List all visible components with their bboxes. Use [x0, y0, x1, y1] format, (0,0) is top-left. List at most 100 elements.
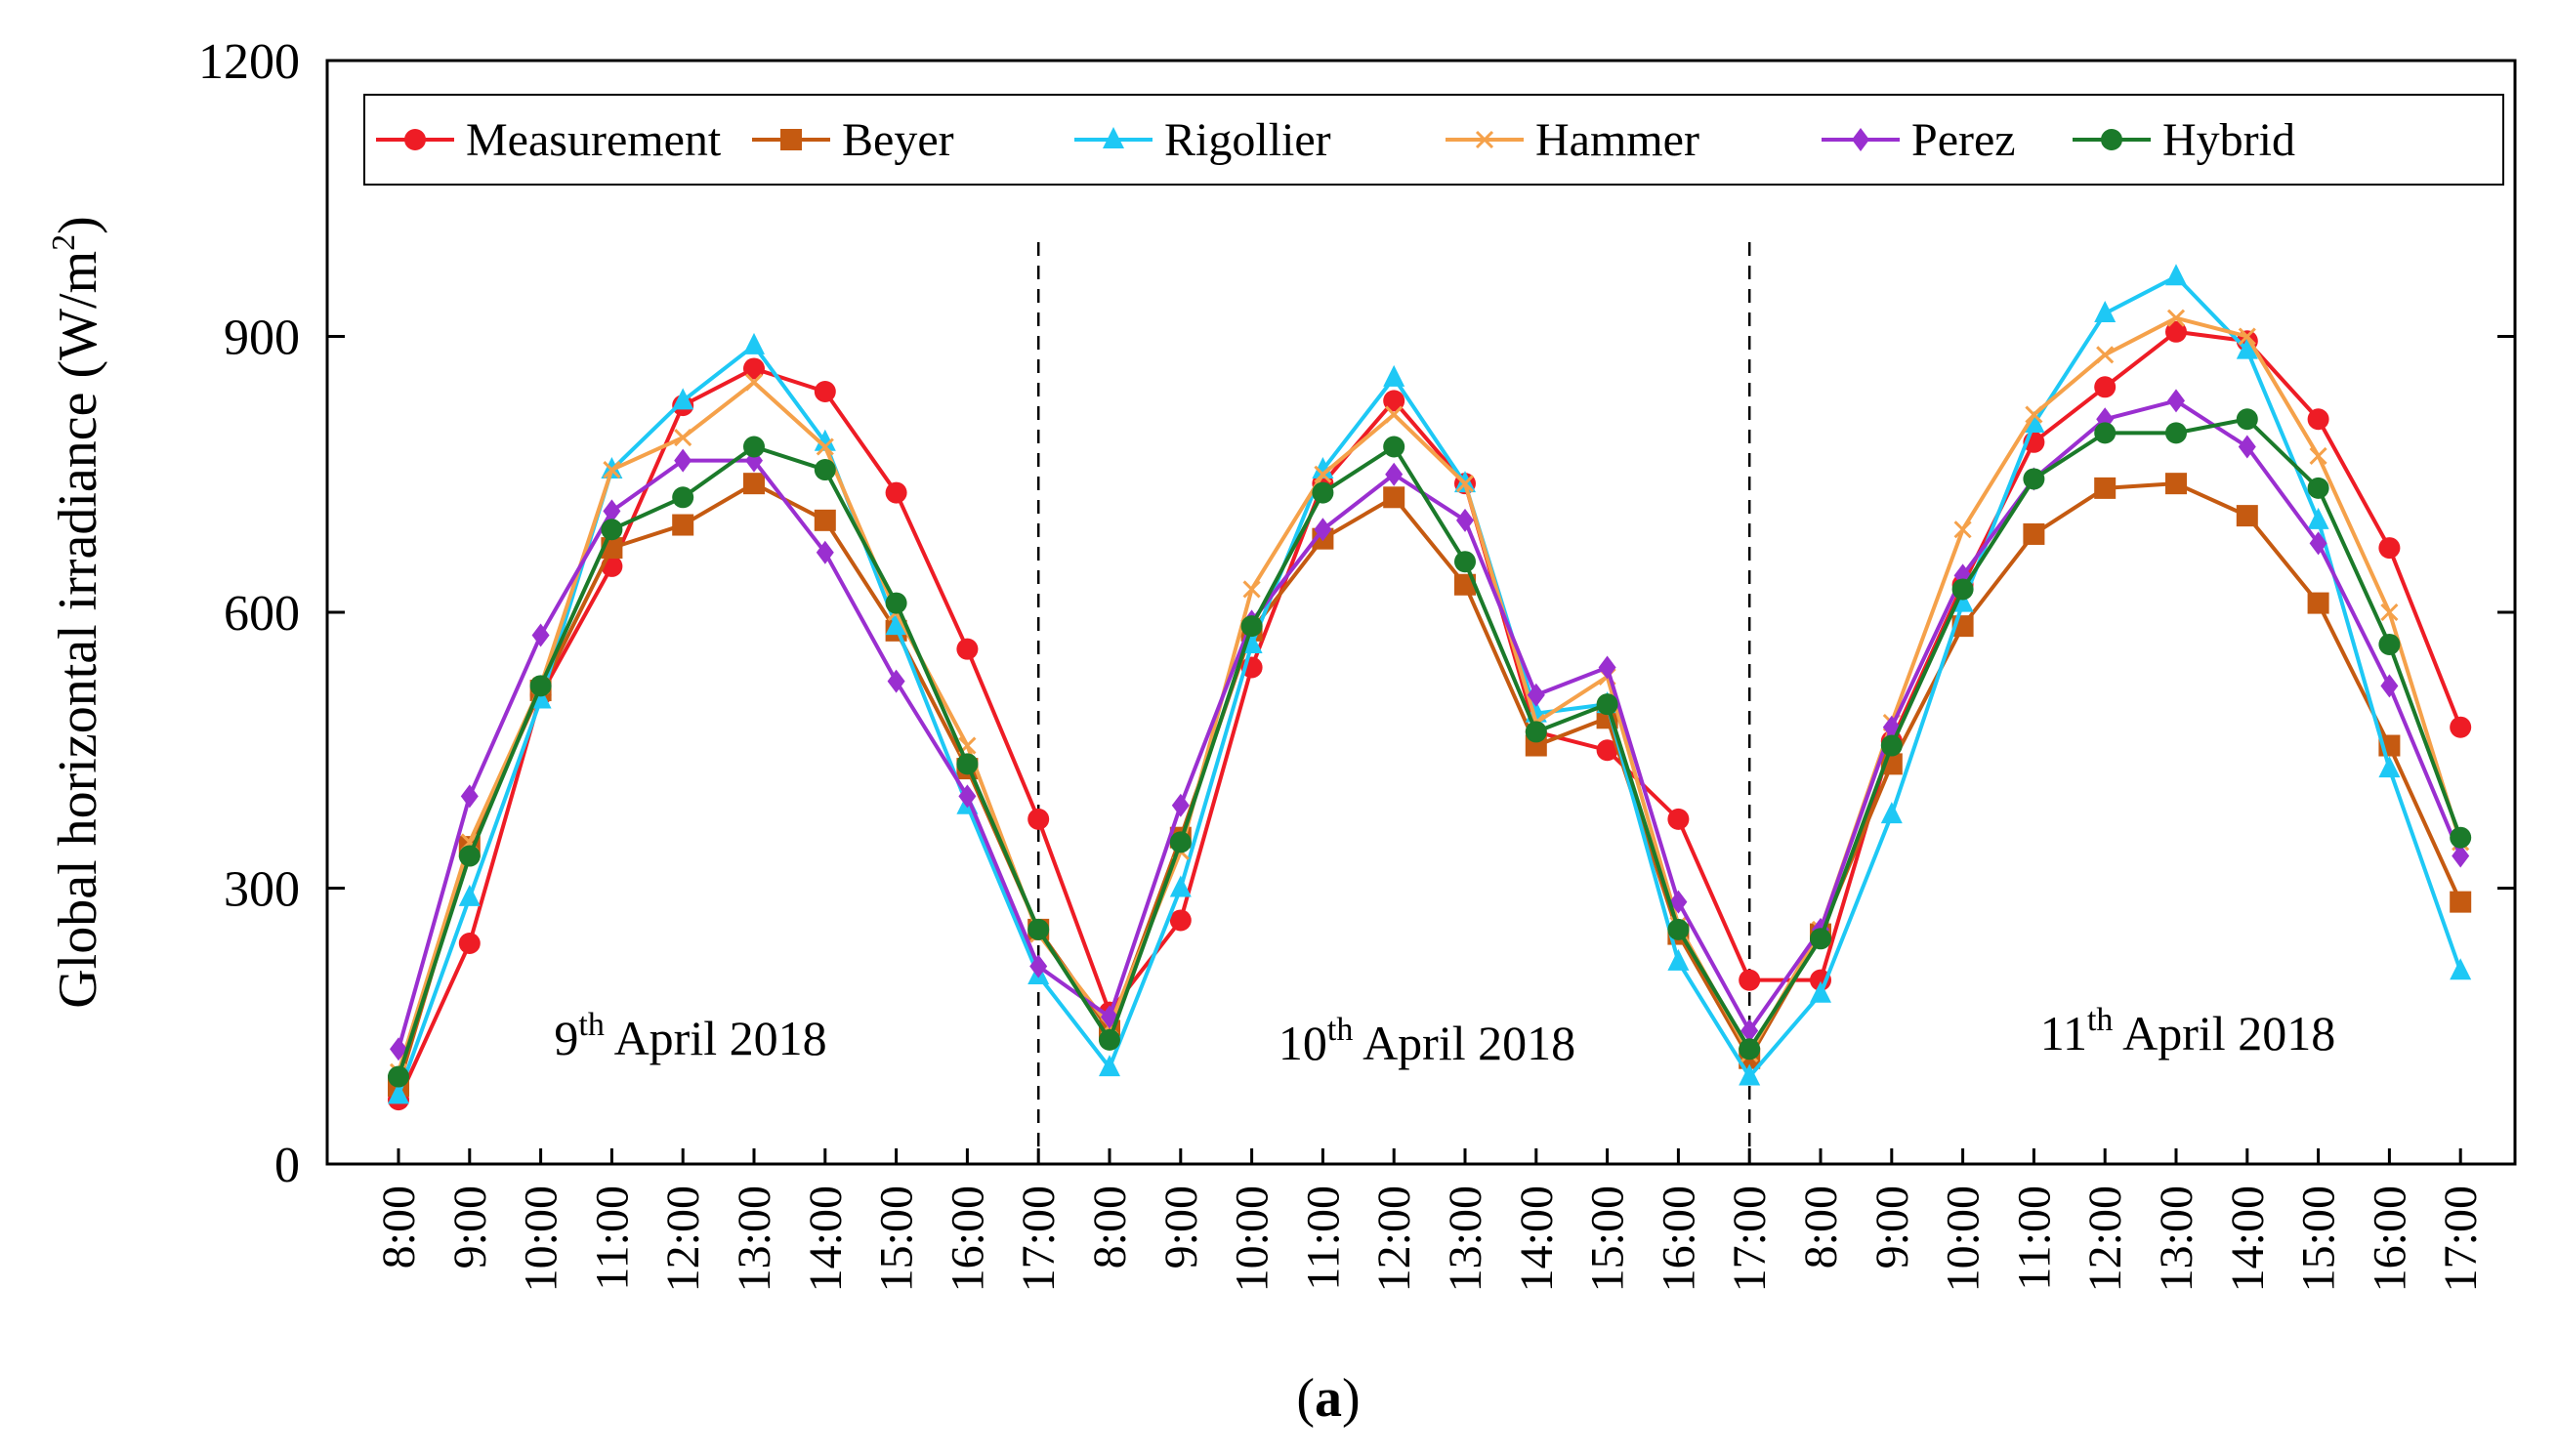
data-point-hybrid — [2236, 408, 2258, 431]
data-point-beyer — [2236, 505, 2258, 527]
series-line-perez — [397, 398, 2463, 1050]
data-point-rigollier — [2450, 958, 2472, 980]
legend-item-measurement: Measurement — [376, 114, 722, 166]
x-tick-label: 12:00 — [2079, 1186, 2131, 1292]
data-point-rigollier — [458, 884, 481, 906]
data-point-hybrid — [2307, 477, 2329, 499]
svg-text:9th April 2018: 9th April 2018 — [554, 1007, 826, 1065]
series-line-hybrid — [397, 417, 2463, 1078]
x-tick-label: 9:00 — [1866, 1186, 1918, 1269]
series-measurement — [388, 320, 2472, 1111]
data-point-rigollier — [2236, 337, 2258, 359]
data-point-hammer — [816, 437, 834, 456]
legend-marker-rigollier — [1103, 127, 1124, 148]
x-tick-label: 14:00 — [1511, 1186, 1563, 1292]
data-point-perez — [1669, 890, 1688, 914]
data-point-beyer — [743, 473, 765, 495]
y-tick-label: 0 — [274, 1138, 300, 1193]
data-point-measurement — [1596, 739, 1618, 762]
x-marker-stroke — [603, 460, 621, 479]
data-point-hybrid — [1525, 721, 1547, 743]
data-point-measurement — [956, 638, 979, 660]
data-point-hybrid — [529, 675, 552, 697]
x-marker-stroke — [744, 373, 764, 392]
legend-item-perez: Perez — [1822, 114, 2016, 166]
x-tick-label: 8:00 — [1795, 1186, 1847, 1269]
data-point-measurement — [885, 481, 907, 504]
data-point-perez — [1598, 655, 1616, 680]
legend-marker-perez — [1852, 128, 1869, 151]
data-point-hybrid — [1099, 1028, 1120, 1051]
x-tick-label: 8:00 — [1084, 1186, 1136, 1269]
series-line-beyer — [397, 481, 2463, 1087]
data-point-perez — [2167, 389, 2185, 413]
x-tick-label: 13:00 — [729, 1186, 780, 1292]
x-marker-stroke — [2238, 327, 2256, 346]
data-point-hybrid — [1951, 578, 1974, 601]
x-tick-label: 17:00 — [2435, 1186, 2487, 1292]
data-point-rigollier — [2165, 264, 2187, 286]
svg-text:11th April 2018: 11th April 2018 — [2040, 1002, 2335, 1061]
data-point-hybrid — [956, 753, 979, 775]
data-point-hammer — [2096, 346, 2115, 364]
data-point-hybrid — [1667, 918, 1690, 940]
data-point-beyer — [2450, 891, 2472, 913]
data-point-rigollier — [1667, 948, 1690, 971]
x-tick-label: 11:00 — [1297, 1186, 1349, 1291]
data-point-measurement — [2165, 320, 2187, 343]
data-point-hammer — [1314, 465, 1332, 483]
data-point-perez — [1029, 954, 1048, 978]
legend-marker-hybrid — [2101, 129, 2122, 150]
y-tick-label: 900 — [224, 311, 300, 366]
data-point-hybrid — [743, 436, 765, 458]
data-point-rigollier — [1169, 875, 1192, 897]
data-point-rigollier — [672, 388, 694, 410]
x-tick-label: 8:00 — [373, 1186, 425, 1269]
legend-marker-beyer — [780, 129, 802, 150]
day-label-1: 9th April 2018 — [554, 1007, 826, 1065]
data-point-hybrid — [672, 486, 694, 509]
x-tick-label: 15:00 — [1582, 1186, 1634, 1292]
data-point-perez — [1740, 1019, 1759, 1043]
legend-label: Rigollier — [1164, 114, 1331, 166]
data-point-hammer — [1385, 405, 1404, 424]
y-axis-label-superscript: 2 — [46, 234, 82, 251]
y-tick-label: 300 — [224, 862, 300, 918]
day-label-3: 11th April 2018 — [2040, 1002, 2335, 1061]
data-point-hybrid — [1596, 693, 1618, 716]
legend-label: Hammer — [1535, 114, 1699, 166]
data-point-beyer — [2094, 477, 2117, 499]
series-line-rigollier — [397, 274, 2463, 1097]
data-point-perez — [1385, 462, 1404, 486]
legend: Measurement Beyer Rigollier Hammer Perez Hybr… — [376, 114, 2295, 166]
x-tick-label: 11:00 — [2008, 1186, 2060, 1291]
data-point-hammer — [603, 460, 621, 479]
legend-item-hybrid: Hybrid — [2073, 114, 2295, 166]
data-point-perez — [1314, 518, 1332, 542]
data-point-measurement — [2450, 716, 2472, 738]
x-marker-stroke — [2166, 309, 2186, 327]
x-tick-label: 10:00 — [1227, 1186, 1278, 1292]
x-tick-label: 10:00 — [1938, 1186, 1990, 1292]
data-point-hammer — [1953, 520, 1972, 539]
data-point-perez — [2380, 674, 2399, 698]
data-point-measurement — [1739, 969, 1761, 991]
y-axis-label: Global horizontal irradiance (W/m2) — [46, 216, 108, 1009]
series-beyer — [388, 473, 2472, 1097]
data-point-hammer — [2309, 446, 2327, 465]
data-point-perez — [887, 669, 905, 693]
data-point-hybrid — [1880, 734, 1903, 757]
panel-label: (a) — [1296, 1368, 1360, 1429]
series-hybrid — [388, 408, 2472, 1088]
data-point-perez — [1456, 508, 1474, 532]
data-point-perez — [958, 784, 977, 809]
data-point-hybrid — [1810, 928, 1831, 950]
x-tick-label: 16:00 — [2364, 1186, 2415, 1292]
data-point-rigollier — [814, 429, 836, 451]
data-point-rigollier — [2023, 410, 2045, 433]
data-point-rigollier — [1951, 590, 1974, 612]
legend-label: Measurement — [466, 114, 722, 166]
data-point-perez — [674, 448, 692, 473]
data-point-hybrid — [601, 519, 623, 541]
data-point-hybrid — [2165, 422, 2187, 444]
